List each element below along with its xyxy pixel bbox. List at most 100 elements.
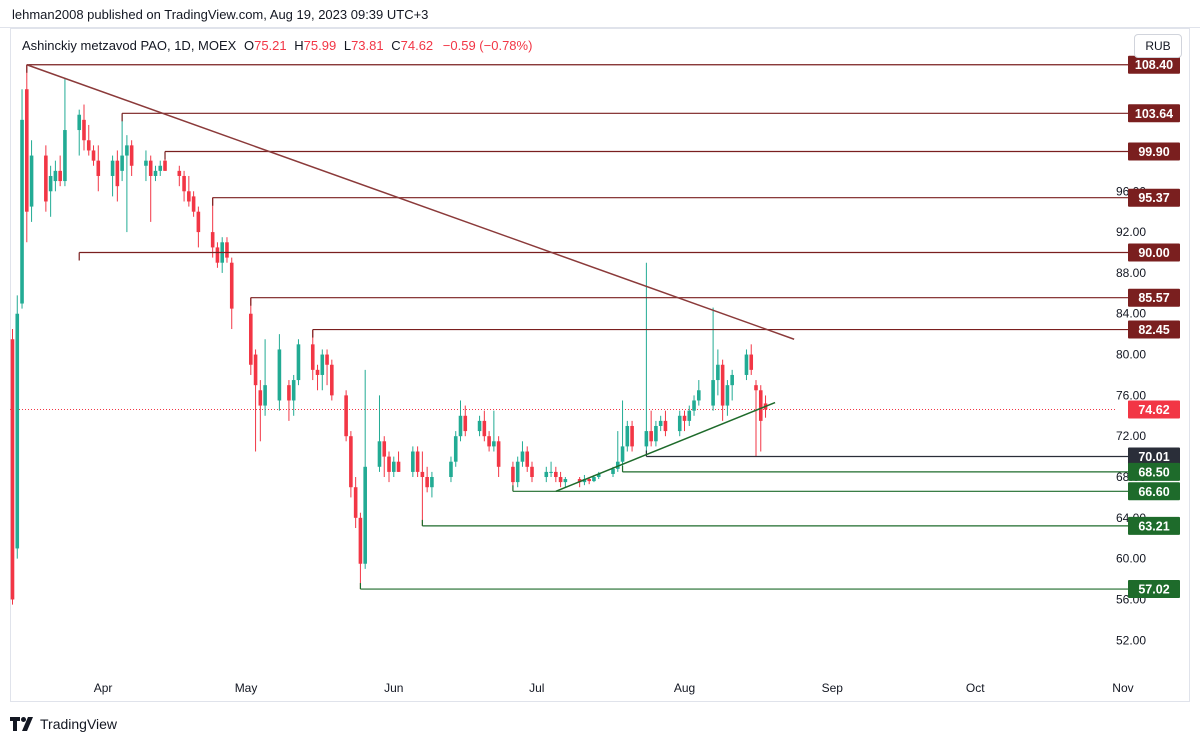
candle-body — [310, 344, 315, 370]
price-label-bg — [1128, 320, 1180, 339]
candle — [449, 456, 453, 483]
price-label-text: 70.01 — [1138, 450, 1169, 464]
candle — [425, 466, 429, 493]
candle — [349, 431, 353, 498]
candle-body — [63, 130, 67, 182]
candle — [697, 380, 701, 406]
currency-button[interactable]: RUB — [1134, 34, 1182, 58]
candle-body — [644, 431, 649, 447]
candle — [258, 380, 263, 442]
candle — [291, 374, 296, 416]
candle — [82, 104, 86, 151]
candle-body — [620, 446, 625, 462]
candle-body — [182, 175, 186, 192]
candle-body — [29, 155, 34, 207]
price-axis-label: 82.45 — [1128, 320, 1180, 339]
candle — [353, 477, 358, 529]
price-label-bg — [1128, 462, 1180, 481]
candle — [20, 89, 24, 309]
candle — [330, 359, 334, 401]
candle-body — [730, 374, 734, 386]
price-change: −0.59 (−0.78%) — [442, 38, 533, 53]
candle-body — [697, 390, 701, 401]
candle — [249, 297, 253, 375]
price-label-text: 108.40 — [1135, 58, 1173, 72]
candle-body — [482, 420, 487, 437]
candle-body — [344, 395, 348, 437]
tradingview-logo-icon[interactable] — [10, 716, 36, 732]
candle — [182, 170, 186, 202]
price-axis-label: 57.02 — [1128, 580, 1180, 599]
price-axis-label: 74.62 — [1128, 400, 1180, 419]
y-tick-label: 60.00 — [1116, 552, 1146, 566]
candle-body — [520, 451, 525, 462]
candle — [749, 344, 754, 375]
candle-body — [649, 431, 653, 442]
candle-body — [592, 477, 596, 482]
candle-body — [530, 466, 534, 478]
candle — [144, 150, 148, 182]
candle-body — [663, 420, 668, 432]
candle-body — [287, 385, 291, 401]
candle — [558, 471, 563, 488]
candle — [296, 339, 301, 386]
candle — [620, 400, 625, 467]
candle — [391, 456, 396, 478]
candle — [654, 420, 658, 447]
candle-body — [458, 415, 463, 437]
candle — [596, 471, 601, 480]
candle — [720, 359, 725, 421]
candle-body — [358, 517, 363, 564]
candle-body — [191, 196, 196, 212]
candle — [625, 420, 630, 452]
candle — [520, 441, 525, 467]
candle-body — [353, 487, 358, 518]
candle-body — [692, 400, 696, 411]
candle — [225, 237, 229, 263]
candle-body — [658, 420, 663, 426]
candle — [44, 145, 48, 212]
candle — [177, 165, 182, 187]
y-tick-label: 72.00 — [1116, 429, 1146, 443]
x-tick-label: Sep — [822, 681, 844, 695]
price-label-bg — [1128, 482, 1180, 501]
candle-body — [325, 354, 329, 365]
price-label-text: 66.60 — [1138, 485, 1169, 499]
candle — [725, 380, 730, 416]
candle-body — [158, 165, 163, 171]
price-label-text: 85.57 — [1138, 291, 1169, 305]
price-label-text: 95.37 — [1138, 191, 1169, 205]
candle — [420, 451, 425, 526]
candle-body — [315, 369, 320, 375]
candle — [363, 369, 367, 569]
candle-body — [382, 441, 387, 457]
price-axis-label: 70.01 — [1128, 447, 1180, 466]
tradingview-brand[interactable]: TradingView — [40, 716, 118, 732]
price-label-bg — [1128, 188, 1180, 207]
price-label-text: 103.64 — [1135, 107, 1173, 121]
candle-body — [487, 436, 491, 447]
candle-body — [596, 473, 601, 478]
y-tick-label: 76.00 — [1116, 388, 1146, 402]
candle-body — [449, 461, 453, 478]
candle-body — [24, 89, 29, 212]
open-label: O — [243, 38, 255, 53]
price-label-bg — [1128, 580, 1180, 599]
price-axis-label: 63.21 — [1128, 516, 1180, 535]
candle — [320, 349, 325, 391]
candle-body — [77, 114, 82, 131]
candle — [730, 369, 734, 401]
candle — [677, 410, 682, 437]
candle — [515, 456, 520, 488]
candle — [658, 415, 663, 432]
candle-body — [277, 349, 282, 401]
candle-body — [554, 471, 558, 478]
candle-body — [196, 211, 201, 233]
x-tick-label: Apr — [94, 681, 113, 695]
candle — [263, 339, 267, 416]
candle — [377, 395, 382, 472]
candle-body — [258, 390, 263, 406]
candle-body — [249, 313, 253, 365]
candle — [120, 113, 124, 182]
